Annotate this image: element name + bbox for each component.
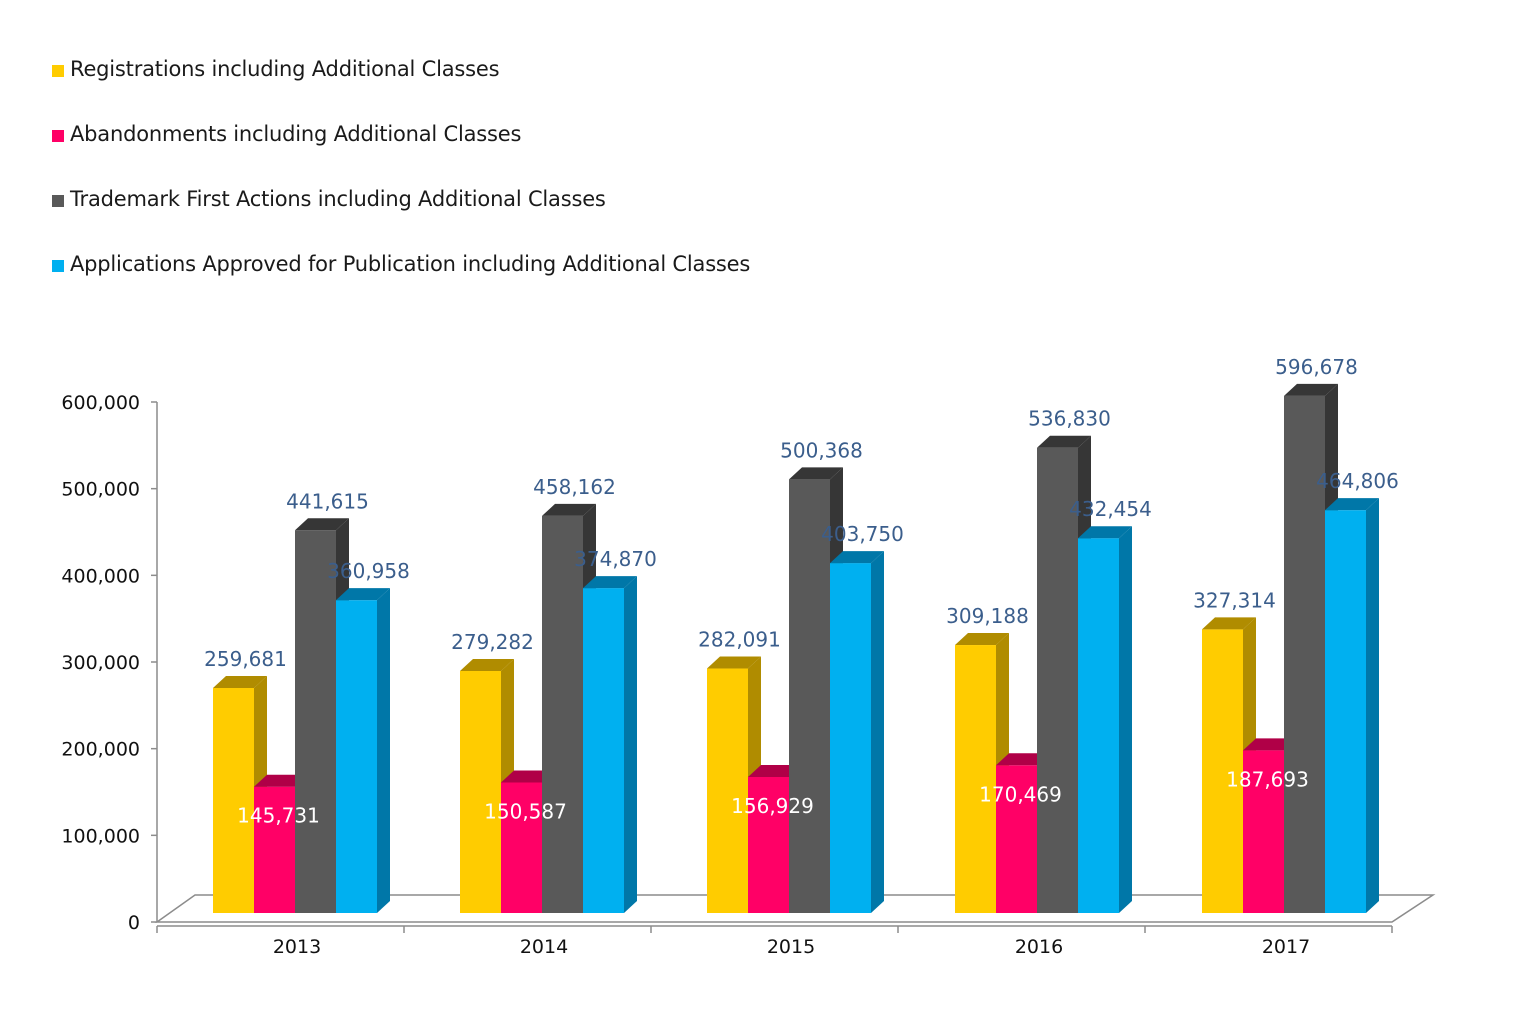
bar-top — [213, 675, 267, 688]
bar-top — [501, 770, 555, 783]
x-category-label: 2015 — [767, 936, 815, 958]
x-category-label: 2017 — [1262, 936, 1310, 958]
legend-swatch — [52, 259, 64, 272]
legend-label: Registrations including Additional Class… — [70, 56, 500, 81]
bar-side — [624, 576, 637, 913]
legend-swatch — [52, 64, 64, 77]
data-label: 441,615 — [286, 489, 369, 513]
bar-top — [583, 576, 637, 589]
legend-label: Trademark First Actions including Additi… — [70, 186, 606, 211]
bar-side — [1366, 498, 1379, 913]
bar — [707, 668, 748, 913]
bar — [830, 563, 871, 913]
data-label: 187,693 — [1226, 767, 1309, 791]
bar — [1325, 510, 1366, 913]
bar — [1202, 629, 1243, 913]
data-label: 327,314 — [1193, 588, 1276, 612]
bar — [1037, 447, 1078, 913]
bar-top — [955, 633, 1009, 646]
bar — [501, 782, 542, 913]
bar-top — [1284, 383, 1338, 396]
bar — [213, 687, 254, 913]
x-category-label: 2013 — [273, 936, 321, 958]
bar — [336, 600, 377, 913]
bar-top — [1037, 435, 1091, 448]
data-label: 279,282 — [451, 630, 534, 654]
x-category-label: 2016 — [1015, 936, 1063, 958]
bar-top — [1078, 526, 1132, 539]
bar — [789, 479, 830, 913]
legend-swatch — [52, 194, 64, 207]
data-label: 145,731 — [237, 804, 320, 828]
legend-label: Applications Approved for Publication in… — [70, 251, 751, 276]
legend-item: Registrations including Additional Class… — [52, 36, 750, 101]
y-tick-label: 200,000 — [61, 739, 140, 761]
y-tick-label: 0 — [128, 912, 140, 934]
bar — [583, 588, 624, 913]
bar-side — [377, 588, 390, 913]
x-category-label: 2014 — [520, 936, 568, 958]
data-label: 464,806 — [1316, 469, 1399, 493]
bar — [955, 645, 996, 913]
legend-item: Abandonments including Additional Classe… — [52, 101, 750, 166]
bar-top — [1325, 498, 1379, 511]
y-tick-label: 500,000 — [61, 479, 140, 501]
bar — [1078, 538, 1119, 913]
bar-top — [707, 656, 761, 669]
data-label: 309,188 — [946, 604, 1029, 628]
bar — [996, 765, 1037, 913]
data-label: 596,678 — [1275, 355, 1358, 379]
y-tick-label: 600,000 — [61, 392, 140, 414]
y-tick-label: 100,000 — [61, 825, 140, 847]
bar-top — [542, 503, 596, 516]
data-label: 458,162 — [533, 475, 616, 499]
data-label: 536,830 — [1028, 407, 1111, 431]
bar — [542, 515, 583, 913]
data-label: 170,469 — [979, 782, 1062, 806]
data-label: 500,368 — [780, 438, 863, 462]
bar — [460, 670, 501, 913]
legend-item: Trademark First Actions including Additi… — [52, 166, 750, 231]
bar-top — [830, 551, 884, 564]
bar-top — [1243, 738, 1297, 751]
bar — [1243, 750, 1284, 913]
legend-item: Applications Approved for Publication in… — [52, 231, 750, 296]
bar-top — [254, 774, 308, 787]
bar-top — [996, 753, 1050, 766]
bar-top — [789, 467, 843, 480]
bar — [1284, 395, 1325, 914]
data-label: 259,681 — [204, 647, 287, 671]
data-label: 374,870 — [574, 547, 657, 571]
y-tick-label: 400,000 — [61, 565, 140, 587]
data-label: 432,454 — [1069, 497, 1152, 521]
y-tick-label: 300,000 — [61, 652, 140, 674]
bar — [295, 530, 336, 913]
data-label: 150,587 — [484, 799, 567, 823]
bar-side — [871, 551, 884, 913]
bar — [254, 786, 295, 913]
bar-top — [748, 764, 802, 777]
bar-top — [336, 588, 390, 601]
bar-top — [460, 658, 514, 671]
legend-swatch — [52, 129, 64, 142]
bar-top — [295, 518, 349, 531]
data-label: 282,091 — [698, 628, 781, 652]
data-label: 156,929 — [731, 794, 814, 818]
chart-legend: Registrations including Additional Class… — [52, 36, 750, 296]
data-label: 360,958 — [327, 559, 410, 583]
data-label: 403,750 — [821, 522, 904, 546]
bar-side — [1119, 526, 1132, 913]
bar-top — [1202, 617, 1256, 630]
legend-label: Abandonments including Additional Classe… — [70, 121, 522, 146]
bar — [748, 776, 789, 913]
